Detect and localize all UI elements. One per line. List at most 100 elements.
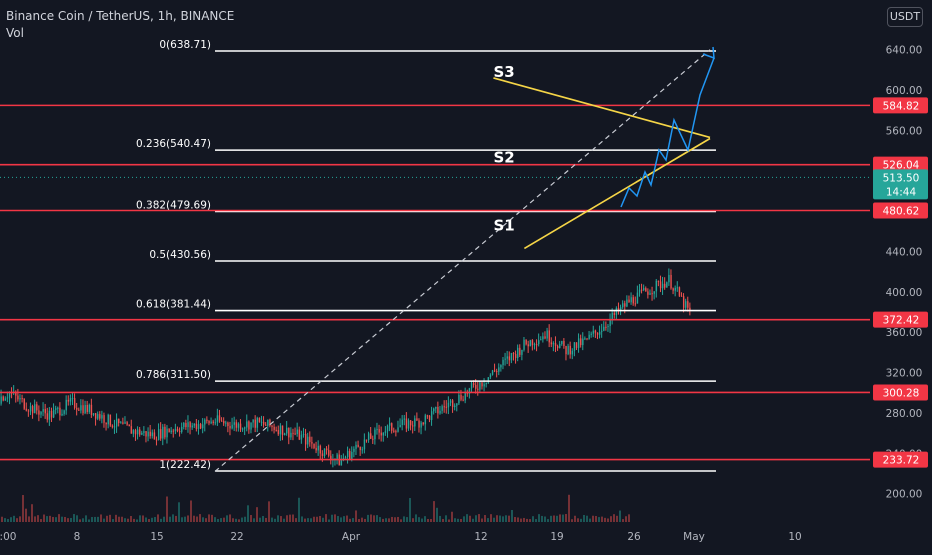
- candle: [128, 424, 130, 427]
- candle: [590, 331, 592, 338]
- volume-bar: [595, 516, 597, 522]
- trend-line-diagonal: [214, 49, 711, 472]
- annotation-s1: S1: [493, 216, 514, 234]
- candle: [418, 418, 420, 433]
- volume-bar: [424, 516, 426, 522]
- candle: [384, 426, 387, 436]
- volume-bar: [13, 515, 15, 522]
- candle: [124, 416, 126, 424]
- candle: [582, 332, 584, 351]
- candle: [225, 420, 227, 427]
- candle: [523, 337, 525, 352]
- volume-bar: [214, 517, 216, 522]
- volume-bar: [409, 498, 411, 522]
- volume-bar: [106, 515, 108, 522]
- volume-bar: [484, 515, 486, 522]
- x-tick-label: :00: [0, 531, 16, 543]
- fib-label: 0.5(430.56): [149, 249, 211, 261]
- y-tick-label: 320.00: [886, 368, 923, 380]
- candle: [214, 418, 217, 426]
- candle: [664, 277, 666, 290]
- volume-bar: [76, 515, 78, 522]
- volume-bar: [172, 514, 174, 522]
- candle: [346, 446, 349, 464]
- volume-bar: [391, 516, 393, 522]
- candle: [609, 313, 611, 333]
- volume-bar: [331, 514, 333, 522]
- candle: [183, 422, 185, 430]
- volume-bar: [271, 517, 273, 522]
- volume-bar: [115, 514, 117, 522]
- volume-bar: [616, 515, 618, 522]
- candle: [160, 422, 162, 441]
- volume-bar: [31, 504, 33, 522]
- candle: [630, 292, 632, 305]
- volume-bar: [421, 518, 423, 522]
- volume-bar: [490, 514, 492, 522]
- volume-bar: [583, 514, 585, 522]
- candle: [451, 399, 454, 413]
- candle: [235, 419, 238, 432]
- candle: [181, 422, 183, 434]
- candle: [48, 407, 51, 426]
- candle: [57, 406, 59, 414]
- volume-bar: [382, 518, 384, 522]
- volume-bar: [175, 515, 177, 522]
- candle: [61, 409, 63, 417]
- candle: [556, 344, 559, 351]
- volume-bar: [298, 497, 300, 522]
- candle: [596, 332, 599, 340]
- candle: [437, 401, 439, 419]
- candle: [586, 338, 588, 341]
- candle: [330, 450, 332, 465]
- candle: [25, 402, 28, 412]
- candle: [265, 422, 267, 426]
- candle: [607, 323, 609, 332]
- volume-bar: [208, 514, 210, 522]
- volume-bar: [253, 518, 255, 522]
- candle: [561, 340, 563, 346]
- trend-lines: [214, 49, 711, 472]
- candle: [313, 443, 315, 450]
- candle: [395, 429, 397, 437]
- currency-button[interactable]: USDT: [887, 7, 923, 27]
- candle: [672, 287, 674, 295]
- current-price-tag: 513.50 14:44: [873, 169, 928, 200]
- candle: [302, 427, 305, 438]
- candle: [374, 427, 376, 445]
- volume-bar: [88, 519, 90, 522]
- candle: [651, 286, 653, 301]
- candle: [357, 440, 359, 448]
- candle: [647, 288, 649, 299]
- volume-bar: [238, 519, 240, 522]
- candle: [504, 352, 506, 366]
- volume-bar: [319, 516, 321, 522]
- candle: [151, 429, 154, 439]
- candle: [76, 402, 78, 416]
- candle: [632, 294, 634, 306]
- candle: [132, 429, 135, 438]
- candle: [134, 428, 137, 441]
- candle: [252, 419, 254, 428]
- candle: [649, 289, 651, 296]
- volume-bar: [136, 519, 138, 522]
- candle: [172, 428, 175, 438]
- candle: [525, 339, 527, 346]
- candle: [233, 416, 235, 431]
- volume-bar: [358, 519, 360, 522]
- volume-bar: [547, 519, 549, 522]
- level-price-tag: 372.42: [873, 311, 928, 328]
- candle: [435, 406, 437, 413]
- candle: [508, 351, 511, 367]
- candle: [670, 269, 672, 290]
- candle: [2, 395, 4, 402]
- candle: [178, 427, 181, 437]
- x-tick-label: 8: [74, 531, 81, 543]
- volume-bar: [514, 517, 516, 522]
- candle: [223, 417, 225, 426]
- volume-bar: [70, 517, 72, 522]
- candle: [63, 409, 65, 416]
- candles: [0, 268, 691, 468]
- candle: [485, 382, 487, 388]
